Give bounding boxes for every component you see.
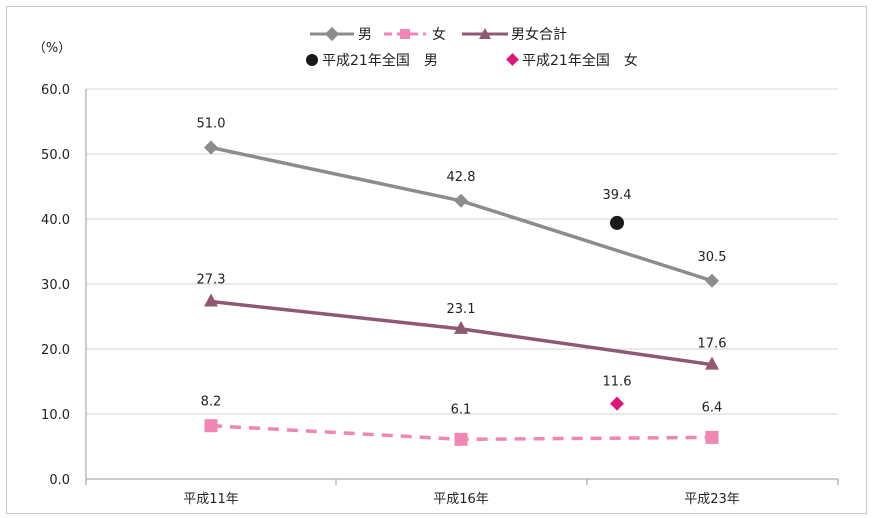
reference-label: 39.4 xyxy=(603,188,632,203)
data-label: 23.1 xyxy=(447,302,476,317)
x-tick-label: 平成11年 xyxy=(183,492,239,507)
data-label: 27.3 xyxy=(197,273,226,288)
chart-frame xyxy=(6,6,867,514)
legend-item-total: 男女合計 xyxy=(462,26,567,43)
data-labels: 51.0 42.8 30.5 8.2 6.1 6.4 27.3 23.1 17.6 39.4 11.… xyxy=(197,117,727,418)
legend-label-national-female: 平成21年全国 女 xyxy=(522,52,638,69)
series-line xyxy=(210,145,713,283)
data-point xyxy=(705,356,719,370)
data-label: 8.2 xyxy=(201,395,222,410)
legend-marker-national-male xyxy=(306,54,318,66)
x-axis: 平成11年 平成16年 平成23年 xyxy=(85,479,839,507)
legend-marker-national-female xyxy=(506,53,519,66)
reference-point xyxy=(610,396,624,411)
series-markers xyxy=(204,140,719,446)
y-tick-label: 0.0 xyxy=(49,473,70,488)
data-label: 42.8 xyxy=(447,170,476,185)
y-tick-label: 50.0 xyxy=(41,148,70,163)
data-label: 30.5 xyxy=(698,250,727,265)
data-label: 6.1 xyxy=(451,402,472,417)
legend-item-female: 女 xyxy=(384,26,446,43)
data-label: 51.0 xyxy=(197,117,226,132)
legend-item-male: 男 xyxy=(310,26,372,43)
data-point xyxy=(705,430,719,444)
data-point xyxy=(705,273,719,288)
data-label: 6.4 xyxy=(702,400,723,415)
data-point xyxy=(454,193,468,208)
legend-label-total: 男女合計 xyxy=(511,26,567,43)
legend-marker-male xyxy=(324,26,340,42)
y-tick-label: 10.0 xyxy=(41,408,70,423)
legend: 男 女 男女合計 平成21年全国 男 平成21年全国 女 xyxy=(306,26,638,69)
legend-marker-female xyxy=(400,29,410,39)
reference-point xyxy=(610,215,624,230)
legend-label-national-male: 平成21年全国 男 xyxy=(322,52,438,69)
legend-marker-total xyxy=(479,28,491,39)
reference-label: 11.6 xyxy=(603,375,632,390)
legend-item-national-female: 平成21年全国 女 xyxy=(506,52,638,69)
data-point xyxy=(204,293,218,307)
legend-label-male: 男 xyxy=(358,27,372,43)
x-tick-label: 平成16年 xyxy=(433,492,489,507)
data-point xyxy=(204,140,218,155)
legend-label-female: 女 xyxy=(432,26,446,43)
y-tick-label: 30.0 xyxy=(41,278,70,293)
data-point xyxy=(454,320,468,334)
x-tick-label: 平成23年 xyxy=(684,492,740,507)
y-tick-label: 40.0 xyxy=(41,213,70,228)
y-axis: 0.0 10.0 20.0 30.0 40.0 50.0 60.0 xyxy=(41,83,87,488)
data-label: 17.6 xyxy=(698,337,727,352)
data-point xyxy=(204,419,218,433)
data-point xyxy=(454,432,468,446)
legend-item-national-male: 平成21年全国 男 xyxy=(306,52,438,69)
y-axis-unit: （%） xyxy=(33,41,71,56)
y-tick-label: 20.0 xyxy=(41,343,70,358)
series-lines xyxy=(210,145,713,442)
y-tick-label: 60.0 xyxy=(41,83,70,98)
